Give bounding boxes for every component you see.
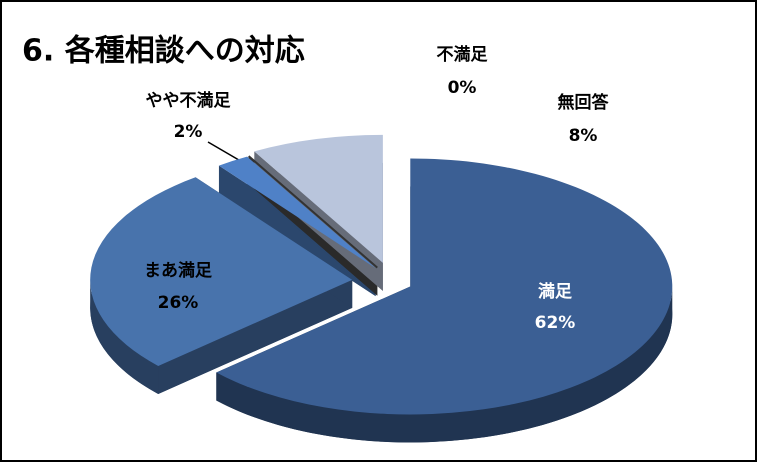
slice [90,177,353,366]
slice-rim [90,279,159,394]
data-label-value: 2% [174,122,203,142]
data-label-value: 62% [535,313,576,333]
data-label-value: 26% [158,293,199,313]
data-label-value: 8% [569,126,598,146]
data-label-name: まあ満足 [144,260,212,281]
slice-wall [218,165,376,297]
data-label-value: 0% [448,78,477,98]
slice-wall [158,279,353,394]
slice [254,134,383,263]
data-label-name: やや不満足 [146,90,231,111]
slice-rim [216,286,673,443]
slice [218,156,376,269]
data-label-name: 無回答 [558,92,610,113]
data-label-name: 不満足 [437,44,488,65]
data-label-name: 満足 [538,281,572,302]
slice [216,158,673,415]
chart-title: 6. 各種相談への対応 [22,34,305,69]
